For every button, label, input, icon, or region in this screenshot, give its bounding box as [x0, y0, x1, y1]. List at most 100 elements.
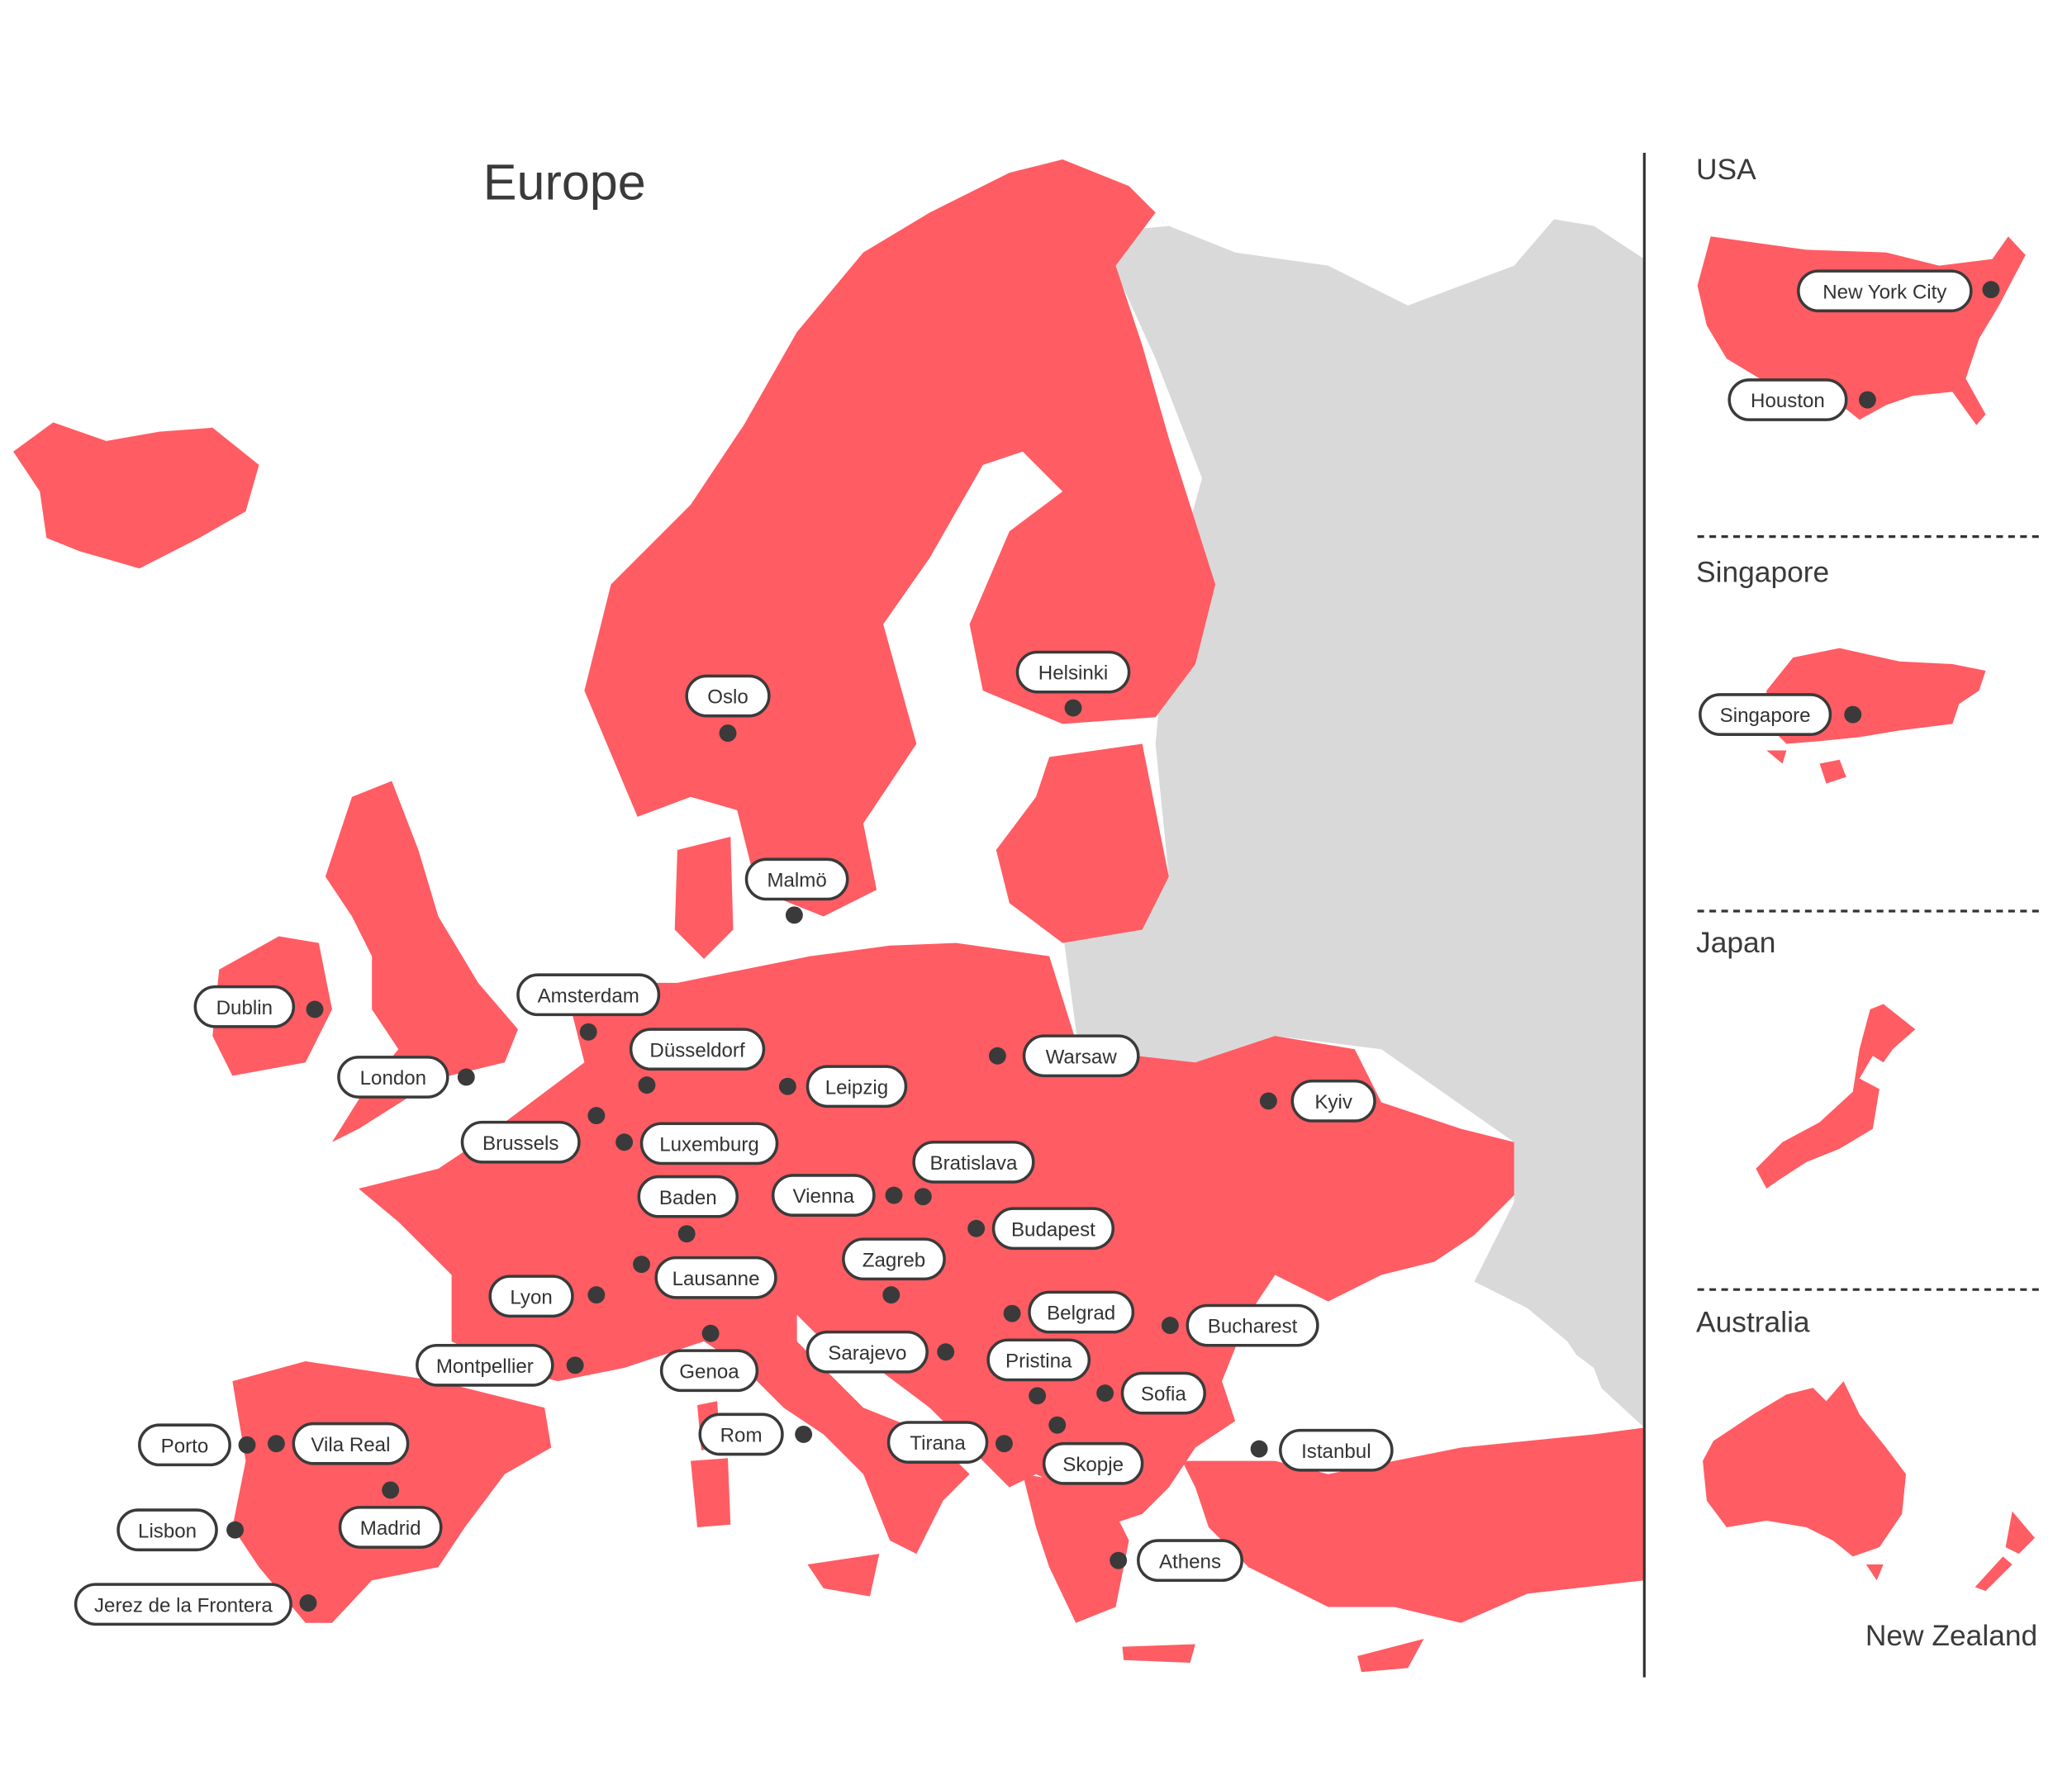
- city-pin[interactable]: Houston: [1727, 378, 1876, 421]
- city-dot-marker[interactable]: [1048, 1416, 1067, 1434]
- city-dot-marker[interactable]: [1858, 391, 1876, 409]
- city-label-pill[interactable]: [416, 1343, 554, 1387]
- city-label-pill[interactable]: [1015, 650, 1131, 694]
- city-label-pill[interactable]: [460, 1120, 581, 1164]
- city-pin[interactable]: Rom: [698, 1412, 813, 1456]
- city-label-pill[interactable]: [193, 985, 296, 1028]
- city-pin[interactable]: Baden: [637, 1175, 739, 1243]
- city-dot-marker[interactable]: [306, 1000, 324, 1018]
- city-label-pill[interactable]: [806, 1065, 908, 1109]
- city-label-pill[interactable]: [337, 1056, 449, 1099]
- city-dot-marker[interactable]: [587, 1286, 606, 1304]
- city-label-pill[interactable]: [74, 1583, 292, 1626]
- city-pin[interactable]: Dublin: [193, 985, 324, 1028]
- city-dot-marker[interactable]: [633, 1256, 650, 1274]
- city-pin[interactable]: Madrid: [338, 1481, 443, 1549]
- city-label-pill[interactable]: [806, 1330, 929, 1374]
- city-label-pill[interactable]: [1186, 1303, 1319, 1347]
- city-dot-marker[interactable]: [238, 1436, 256, 1454]
- city-label-pill[interactable]: [685, 674, 771, 718]
- city-pin[interactable]: Lyon: [488, 1275, 606, 1318]
- city-label-pill[interactable]: [637, 1175, 739, 1218]
- city-label-pill[interactable]: [1022, 1034, 1140, 1078]
- city-label-pill[interactable]: [1290, 1080, 1376, 1123]
- city-dot-marker[interactable]: [719, 724, 737, 743]
- city-label-pill[interactable]: [991, 1207, 1115, 1251]
- city-dot-marker[interactable]: [995, 1435, 1013, 1453]
- city-pin[interactable]: Oslo: [685, 674, 771, 743]
- city-label-pill[interactable]: [744, 857, 849, 901]
- city-dot-marker[interactable]: [795, 1425, 813, 1443]
- city-dot-marker[interactable]: [566, 1356, 584, 1374]
- city-label-pill[interactable]: [1279, 1428, 1394, 1472]
- city-label-pill[interactable]: [292, 1422, 410, 1465]
- city-dot-marker[interactable]: [1250, 1440, 1268, 1458]
- city-pin[interactable]: Zagreb: [842, 1237, 946, 1304]
- city-dot-marker[interactable]: [937, 1343, 955, 1361]
- city-pin[interactable]: Belgrad: [1003, 1290, 1135, 1334]
- city-label-pill[interactable]: [1137, 1539, 1243, 1583]
- city-label-pill[interactable]: [654, 1256, 777, 1299]
- city-dot-marker[interactable]: [785, 906, 803, 924]
- city-pin[interactable]: Bratislava: [912, 1140, 1035, 1206]
- city-pin[interactable]: Bucharest: [1161, 1303, 1319, 1347]
- city-pin[interactable]: Leipzig: [778, 1065, 908, 1109]
- city-label-pill[interactable]: [138, 1423, 231, 1467]
- city-label-pill[interactable]: [659, 1349, 759, 1393]
- city-label-pill[interactable]: [1797, 269, 1973, 313]
- city-label-pill[interactable]: [771, 1174, 876, 1217]
- city-dot-marker[interactable]: [882, 1286, 901, 1304]
- city-label-pill[interactable]: [842, 1237, 946, 1281]
- city-pin[interactable]: Skopje: [1042, 1416, 1144, 1485]
- city-label-pill[interactable]: [986, 1338, 1091, 1382]
- city-pin[interactable]: Warsaw: [988, 1034, 1140, 1078]
- city-pin[interactable]: Amsterdam: [516, 973, 661, 1041]
- city-dot-marker[interactable]: [1064, 699, 1082, 717]
- city-pin[interactable]: Sofia: [1096, 1371, 1206, 1415]
- city-dot-marker[interactable]: [885, 1186, 903, 1204]
- city-dot-marker[interactable]: [677, 1225, 696, 1243]
- city-dot-marker[interactable]: [1096, 1384, 1114, 1403]
- city-label-pill[interactable]: [698, 1412, 784, 1456]
- city-pin[interactable]: Singapore: [1699, 693, 1862, 736]
- city-pin[interactable]: Vienna: [771, 1174, 903, 1217]
- city-pin[interactable]: London: [337, 1056, 475, 1099]
- city-label-pill[interactable]: [912, 1140, 1035, 1184]
- city-label-pill[interactable]: [488, 1275, 574, 1318]
- city-pin[interactable]: Istanbul: [1250, 1428, 1394, 1472]
- city-dot-marker[interactable]: [701, 1324, 720, 1342]
- city-pin[interactable]: Jerez de la Frontera: [74, 1583, 317, 1626]
- city-label-pill[interactable]: [629, 1028, 766, 1071]
- city-pin[interactable]: Lausanne: [633, 1256, 777, 1299]
- city-pin[interactable]: Kyiv: [1259, 1080, 1376, 1123]
- city-label-pill[interactable]: [639, 1122, 779, 1165]
- city-pin[interactable]: Helsinki: [1015, 650, 1131, 717]
- city-label-pill[interactable]: [1028, 1290, 1135, 1334]
- city-dot-marker[interactable]: [967, 1219, 986, 1237]
- city-dot-marker[interactable]: [226, 1521, 245, 1539]
- city-pin[interactable]: Düsseldorf: [629, 1028, 766, 1094]
- city-dot-marker[interactable]: [1003, 1304, 1021, 1322]
- city-pin[interactable]: Pristina: [986, 1338, 1091, 1405]
- city-pin[interactable]: Sarajevo: [806, 1330, 955, 1374]
- city-dot-marker[interactable]: [1259, 1092, 1277, 1110]
- city-dot-marker[interactable]: [1844, 705, 1862, 724]
- city-dot-marker[interactable]: [382, 1481, 400, 1499]
- city-pin[interactable]: Lisbon: [116, 1508, 245, 1552]
- city-dot-marker[interactable]: [267, 1435, 285, 1453]
- city-dot-marker[interactable]: [638, 1076, 656, 1094]
- city-label-pill[interactable]: [338, 1506, 443, 1549]
- city-pin[interactable]: Genoa: [659, 1324, 759, 1393]
- city-dot-marker[interactable]: [988, 1047, 1006, 1065]
- city-dot-marker[interactable]: [1982, 281, 2000, 299]
- city-label-pill[interactable]: [516, 973, 661, 1017]
- city-dot-marker[interactable]: [1110, 1551, 1128, 1569]
- city-dot-marker[interactable]: [914, 1188, 932, 1206]
- city-pin[interactable]: Brussels: [460, 1107, 606, 1164]
- city-label-pill[interactable]: [116, 1508, 218, 1552]
- city-dot-marker[interactable]: [587, 1107, 606, 1125]
- city-pin[interactable]: Malmö: [744, 857, 849, 924]
- city-pin[interactable]: Athens: [1110, 1539, 1243, 1583]
- city-pin[interactable]: Montpellier: [416, 1343, 584, 1387]
- city-dot-marker[interactable]: [457, 1068, 475, 1086]
